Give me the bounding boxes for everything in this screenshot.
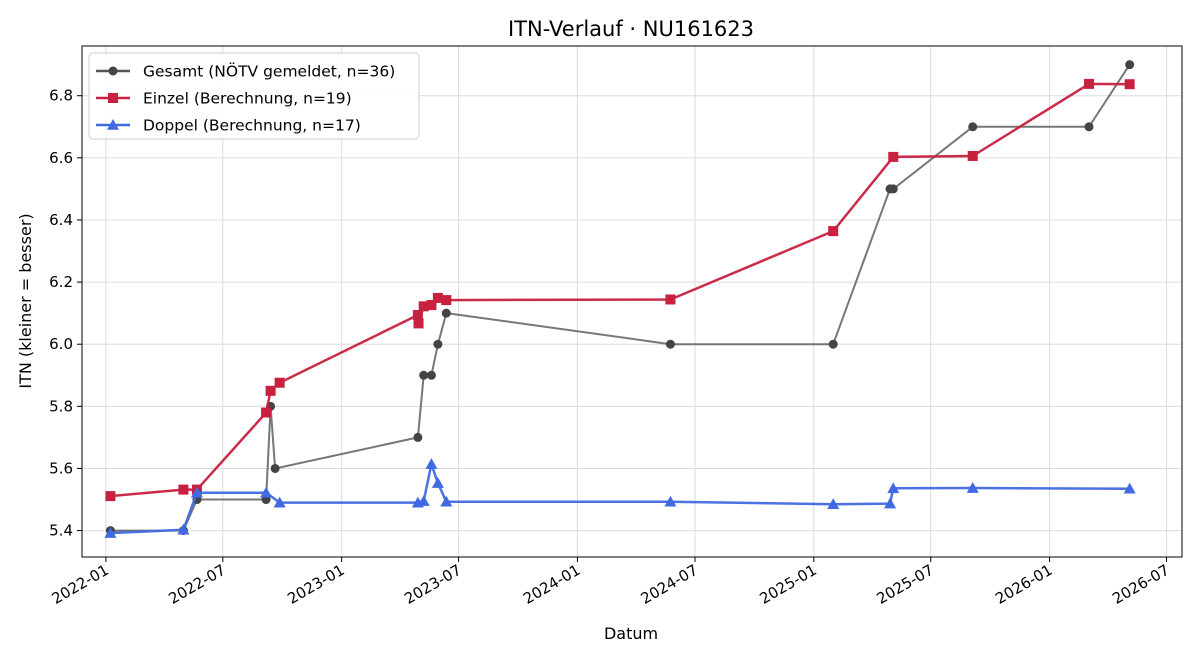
data-point <box>888 151 899 162</box>
data-point <box>1123 482 1136 494</box>
data-point <box>265 385 276 396</box>
data-point <box>665 339 675 349</box>
series-3 <box>104 458 1136 538</box>
data-point <box>665 294 676 305</box>
data-point <box>827 498 840 509</box>
legend-entry: Doppel (Berechnung, n=17) <box>96 117 361 135</box>
data-point <box>426 370 436 380</box>
data-point <box>1084 122 1094 132</box>
data-point <box>828 226 839 237</box>
data-point <box>441 308 451 318</box>
legend-box <box>88 52 420 140</box>
data-point <box>966 482 979 493</box>
data-point <box>260 486 273 498</box>
legend-swatch-marker <box>108 66 118 76</box>
data-point <box>417 495 430 506</box>
data-point <box>1124 79 1135 90</box>
data-point <box>412 310 423 321</box>
y-tick-label: 5.4 <box>49 522 73 540</box>
data-point <box>419 370 429 380</box>
y-axis-label: ITN (kleiner = besser) <box>16 213 35 388</box>
data-point <box>274 377 285 388</box>
legend-label: Gesamt (NÖTV gemeldet, n=36) <box>143 62 395 81</box>
data-point <box>270 463 280 473</box>
legend-entry: Gesamt (NÖTV gemeldet, n=36) <box>96 62 395 81</box>
legend-entry: Einzel (Berechnung, n=19) <box>96 90 352 108</box>
data-point <box>104 527 117 538</box>
data-point <box>888 184 898 194</box>
y-tick-label: 6.0 <box>49 335 73 353</box>
data-point <box>828 339 838 349</box>
data-point <box>105 491 116 502</box>
data-point <box>440 495 453 507</box>
data-point <box>413 432 423 442</box>
data-point <box>441 295 452 306</box>
data-point <box>426 300 437 311</box>
series-line <box>110 462 1130 535</box>
data-point <box>1083 78 1094 89</box>
series-layer <box>104 60 1136 538</box>
data-point <box>433 339 443 349</box>
data-point <box>887 482 900 494</box>
y-tick-label: 5.8 <box>49 397 73 415</box>
data-point <box>190 486 203 498</box>
data-point <box>884 497 897 509</box>
data-point <box>967 150 978 161</box>
legend-swatch-marker <box>107 119 119 130</box>
data-point <box>1125 60 1135 70</box>
y-tick-label: 6.6 <box>49 149 73 167</box>
y-tick-label: 6.8 <box>49 87 73 105</box>
data-point <box>273 496 286 508</box>
data-point <box>968 122 978 132</box>
legend-label: Einzel (Berechnung, n=19) <box>143 90 352 108</box>
data-point <box>178 484 189 495</box>
data-point <box>418 301 429 312</box>
legend-swatch-marker <box>108 93 118 103</box>
y-tick-label: 5.6 <box>49 459 73 477</box>
data-point <box>413 318 424 329</box>
x-axis-label: Datum <box>604 624 658 643</box>
legend-label: Doppel (Berechnung, n=17) <box>143 117 361 135</box>
data-point <box>425 458 438 469</box>
data-point <box>431 477 444 488</box>
legend: Gesamt (NÖTV gemeldet, n=36) Einzel (Bere… <box>88 52 420 140</box>
plot-area-frame <box>81 45 1183 558</box>
data-point <box>664 495 677 507</box>
data-point <box>177 523 190 535</box>
data-point <box>432 292 443 303</box>
y-tick-label: 6.4 <box>49 211 73 229</box>
chart-title: ITN-Verlauf · NU161623 <box>508 17 754 41</box>
series-line <box>110 64 1131 532</box>
y-tick-label: 6.2 <box>49 273 73 291</box>
data-point <box>261 407 272 418</box>
